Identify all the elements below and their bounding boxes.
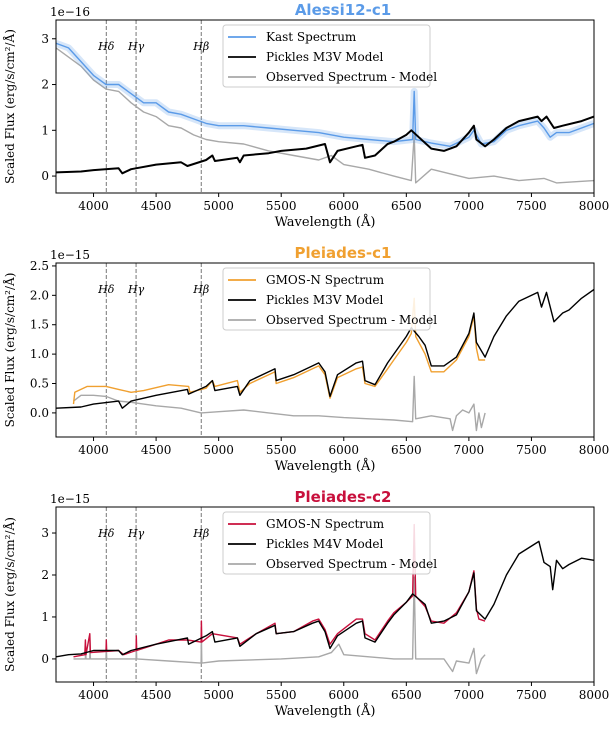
h-line-label: Hβ: [192, 283, 209, 296]
x-tick-label: 6000: [328, 199, 359, 213]
y-tick-label: 1: [41, 610, 49, 624]
y-tick-label: 0: [41, 169, 49, 183]
series-line-2: [56, 115, 594, 175]
y-axis-label: Scaled Flux (erg/s/cm²/Å): [2, 517, 17, 672]
legend-label: Observed Spectrum - Model: [266, 70, 437, 84]
x-tick-label: 7000: [454, 199, 485, 213]
h-line-label: Hβ: [192, 40, 209, 53]
x-tick-label: 6500: [391, 199, 422, 213]
x-tick-label: 5500: [266, 199, 297, 213]
x-tick-label: 6500: [391, 443, 422, 457]
y-tick-label: 2.0: [30, 288, 49, 302]
y-tick-label: 2: [41, 568, 49, 582]
x-tick-label: 4500: [141, 688, 172, 702]
h-line-label: Hγ: [127, 40, 145, 53]
x-tick-label: 4000: [78, 443, 109, 457]
x-axis-label: Wavelength (Å): [275, 703, 376, 719]
y-tick-label: 2.5: [30, 259, 49, 273]
y-offset-label: 1e−15: [50, 248, 90, 262]
series-line-2: [56, 288, 594, 409]
series-line-2: [56, 540, 594, 658]
x-tick-label: 4500: [141, 199, 172, 213]
panel-title: Pleiades-c2: [295, 488, 392, 506]
y-tick-label: 0.0: [30, 406, 49, 420]
panel-1: Alessi12-c1 1e−16 Hδ Hγ Hβ 4000 4500 5000 5500 60…: [2, 1, 609, 230]
x-tick-label: 7000: [454, 443, 485, 457]
legend-label: GMOS-N Spectrum: [266, 273, 385, 287]
h-line-label: Hγ: [127, 527, 145, 540]
legend-box: [222, 267, 431, 331]
series-line-3: [73, 375, 486, 432]
x-tick-label: 8000: [579, 199, 610, 213]
x-tick-label: 7500: [516, 199, 547, 213]
x-tick-label: 5500: [266, 688, 297, 702]
legend-box: [222, 24, 431, 88]
h-line-label: Hβ: [192, 527, 209, 540]
y-offset-label: 1e−15: [50, 492, 90, 506]
legend: GMOS-N Spectrum Pickles M3V Model Observed…: [222, 267, 437, 331]
series-group: [56, 288, 594, 432]
x-tick-label: 6000: [328, 688, 359, 702]
x-tick-label: 5000: [203, 443, 234, 457]
legend: GMOS-N Spectrum Pickles M4V Model Observed…: [222, 511, 437, 575]
series-line-3: [73, 576, 486, 675]
legend-label: Kast Spectrum: [266, 30, 357, 44]
axes-frame: [55, 506, 595, 683]
x-tick-label: 5000: [203, 688, 234, 702]
y-axis-label: Scaled Flux (erg/s/cm²/Å): [2, 29, 17, 184]
y-tick-label: 1.5: [30, 318, 49, 332]
x-tick-label: 4000: [78, 199, 109, 213]
axes-frame: [55, 262, 595, 438]
series-line-3: [56, 47, 594, 184]
h-line-label: Hγ: [127, 283, 145, 296]
x-tick-label: 6000: [328, 443, 359, 457]
axes-frame: [55, 19, 595, 194]
legend-label: Observed Spectrum - Model: [266, 313, 437, 327]
x-axis-label: Wavelength (Å): [275, 458, 376, 474]
h-line-label: Hδ: [97, 527, 115, 540]
y-axis-label: Scaled Flux (erg/s/cm²/Å): [2, 273, 17, 428]
legend-label: Pickles M4V Model: [266, 537, 384, 551]
x-tick-label: 4500: [141, 443, 172, 457]
y-tick-label: 3: [41, 526, 49, 540]
h-line-label: Hδ: [97, 283, 115, 296]
x-tick-label: 7000: [454, 688, 485, 702]
y-tick-label: 3: [41, 32, 49, 46]
legend-box: [222, 511, 431, 575]
x-tick-label: 5000: [203, 199, 234, 213]
y-tick-label: 2: [41, 78, 49, 92]
y-tick-label: 0: [41, 652, 49, 666]
y-tick-label: 1: [41, 123, 49, 137]
x-tick-label: 5500: [266, 443, 297, 457]
legend-label: Observed Spectrum - Model: [266, 557, 437, 571]
x-axis-label: Wavelength (Å): [275, 214, 376, 230]
series-line-1: [72, 297, 486, 405]
panel-3: Pleiades-c2 1e−15 Hδ Hγ Hβ 4000 4500 5000 5500 60…: [2, 488, 609, 719]
x-tick-label: 7500: [516, 688, 547, 702]
series-line-1: [56, 42, 594, 148]
legend: Kast Spectrum Pickles M3V Model Observed S…: [222, 24, 437, 88]
y-tick-label: 1.0: [30, 347, 49, 361]
y-tick-label: 0.5: [30, 377, 49, 391]
series-group: [56, 523, 594, 675]
series-group: [56, 40, 594, 184]
panel-2: Pleiades-c1 1e−15 Hδ Hγ Hβ 4000 4500 5000 5500 60…: [2, 244, 609, 474]
legend-label: Pickles M3V Model: [266, 293, 384, 307]
x-tick-label: 8000: [579, 443, 610, 457]
panel-title: Alessi12-c1: [295, 1, 391, 19]
panel-title: Pleiades-c1: [295, 244, 392, 262]
x-tick-label: 7500: [516, 443, 547, 457]
legend-label: Pickles M3V Model: [266, 50, 384, 64]
y-offset-label: 1e−16: [50, 5, 90, 19]
x-tick-label: 4000: [78, 688, 109, 702]
h-line-label: Hδ: [97, 40, 115, 53]
x-tick-label: 8000: [579, 688, 610, 702]
legend-label: GMOS-N Spectrum: [266, 517, 385, 531]
x-tick-label: 6500: [391, 688, 422, 702]
